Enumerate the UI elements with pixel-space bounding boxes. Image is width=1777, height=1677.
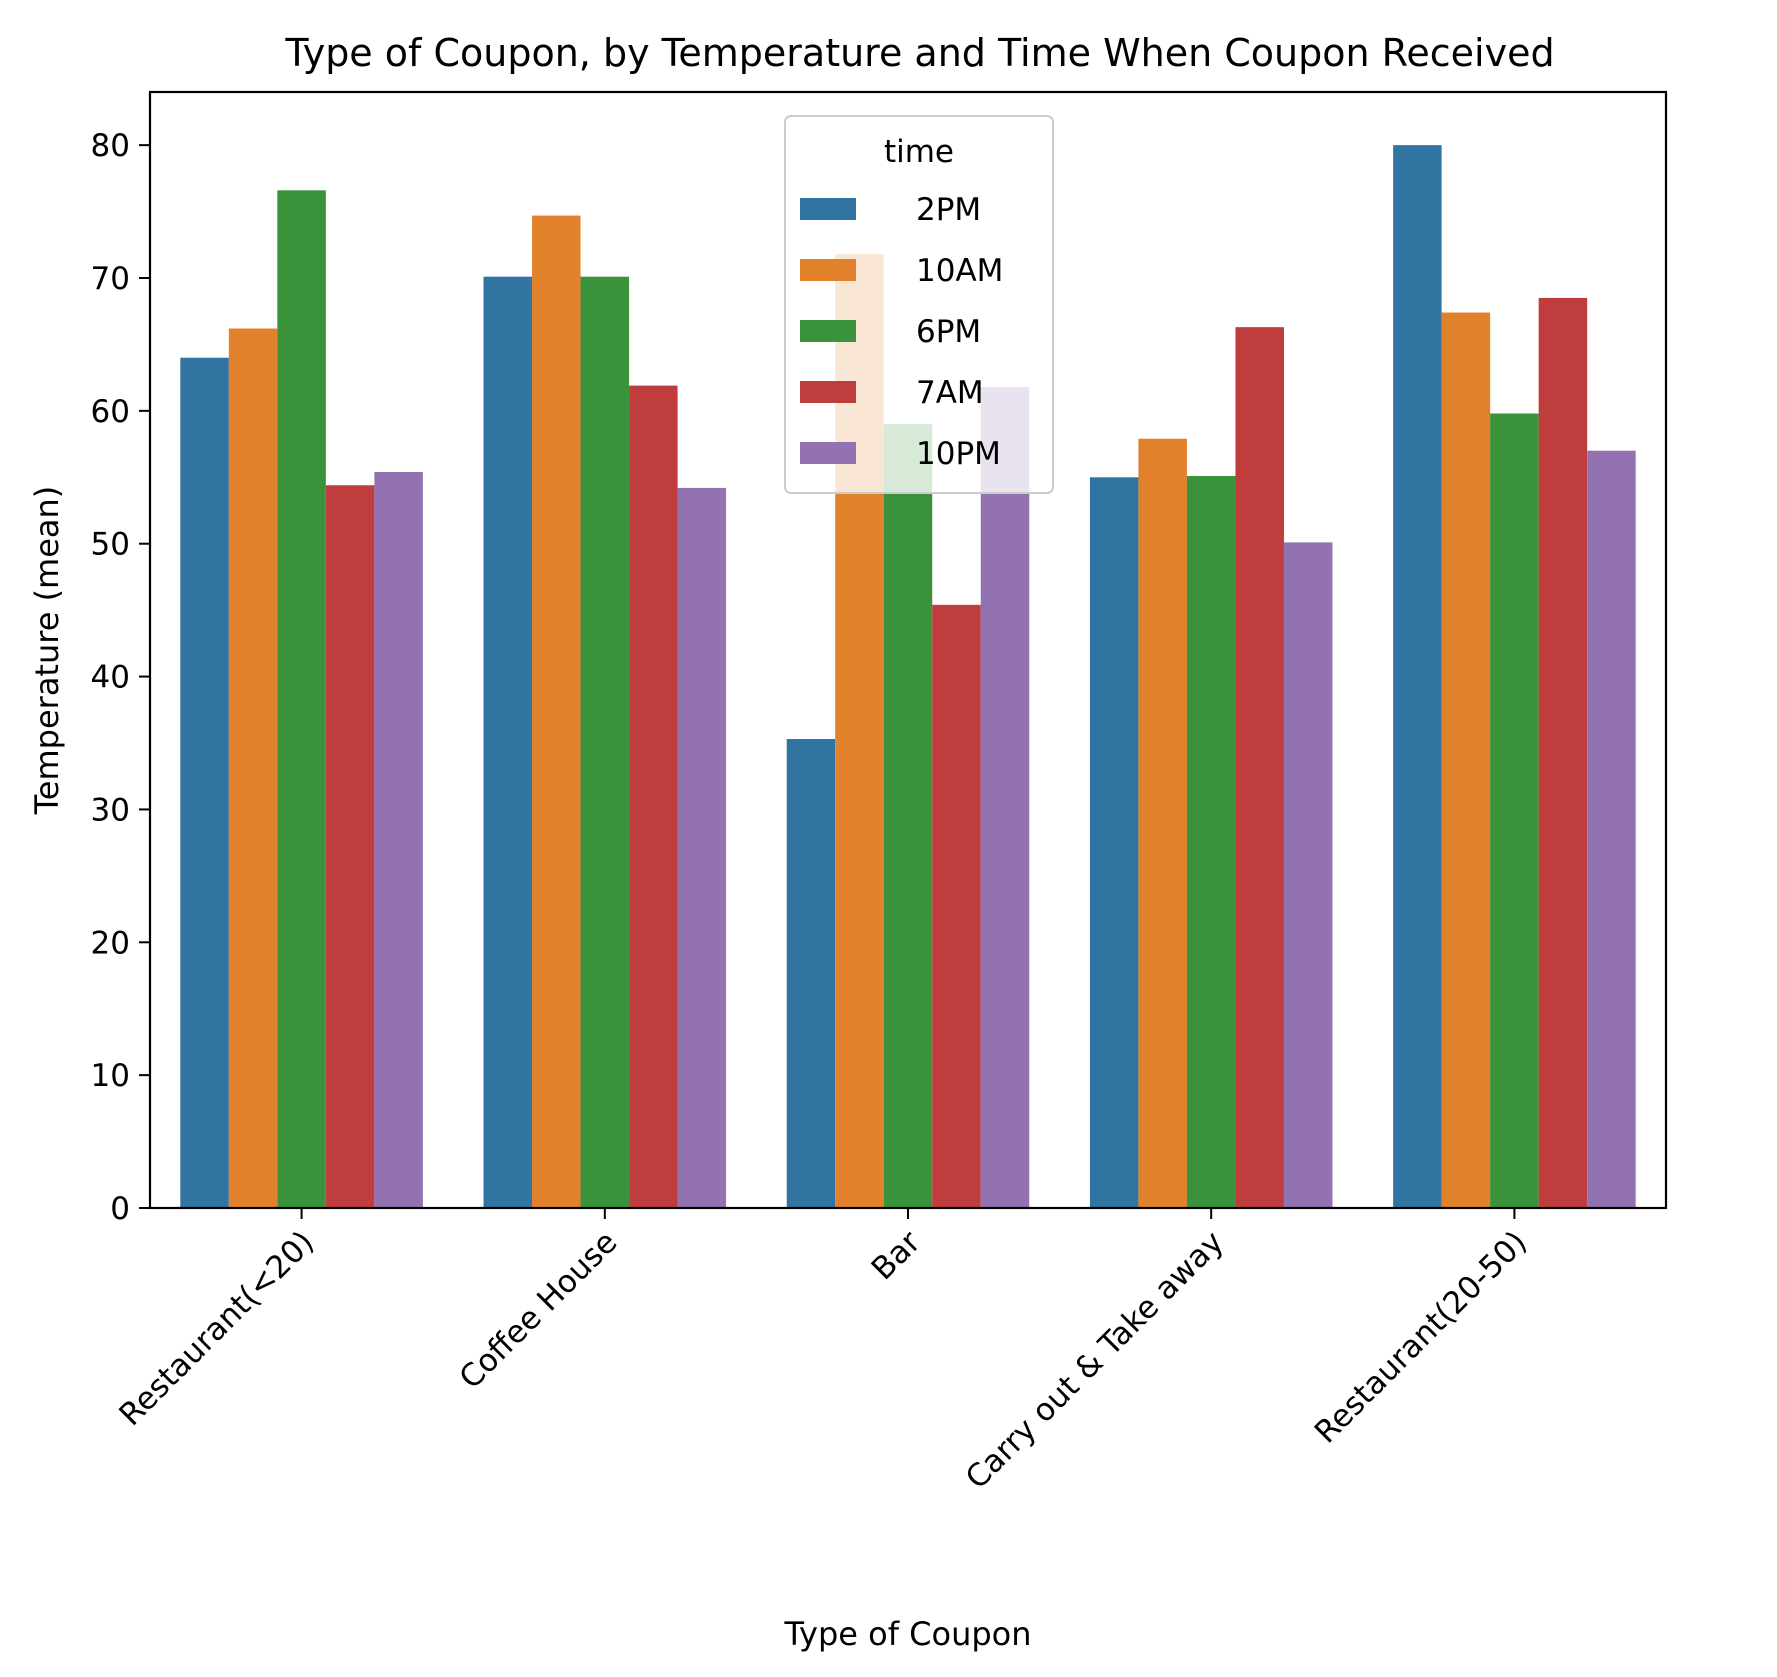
bar-carry-out-take-away-10pm	[1283, 542, 1333, 1208]
bar-bar-6pm	[883, 424, 933, 1208]
bar-bar-7am	[932, 604, 981, 1208]
y-axis-label: Temperature (mean)	[28, 486, 66, 816]
y-tick-label-30: 30	[91, 792, 130, 828]
legend-label-2pm: 2PM	[916, 192, 981, 228]
y-tick-label-40: 40	[91, 660, 130, 696]
bar-restaurant-20-10am	[228, 328, 278, 1208]
bar-carry-out-take-away-6pm	[1186, 475, 1236, 1209]
y-tick-label-80: 80	[91, 128, 130, 164]
legend-label-10pm: 10PM	[916, 436, 1001, 472]
y-tick-label-10: 10	[91, 1058, 130, 1094]
y-tick-label-50: 50	[91, 527, 130, 563]
bar-carry-out-take-away-7am	[1235, 327, 1284, 1208]
y-tick-label-20: 20	[91, 925, 130, 961]
x-axis: Restaurant(<20) Coffee House Bar Carry out …	[112, 1208, 1534, 1496]
y-tick-label-70: 70	[91, 261, 130, 297]
bar-restaurant-20-50-2pm	[1393, 145, 1442, 1208]
legend-swatch-10pm	[800, 442, 856, 464]
bar-bar-10pm	[980, 386, 1030, 1208]
chart-title: Type of Coupon, by Temperature and Time …	[284, 31, 1554, 75]
plot-frame	[148, 90, 1668, 1210]
bar-restaurant-20-10pm	[374, 471, 423, 1209]
bar-restaurant-20-50-7am	[1538, 297, 1588, 1208]
bar-restaurant-20-7am	[325, 485, 375, 1208]
legend: time 2PM 10AM 6PM 7AM 10PM	[784, 115, 1054, 494]
bar-carry-out-take-away-10am	[1138, 438, 1187, 1208]
legend-swatch-10am	[800, 259, 856, 281]
bar-carry-out-take-away-2pm	[1089, 477, 1139, 1208]
x-tick-label-bar: Bar	[865, 1224, 928, 1287]
bar-restaurant-20-6pm	[277, 190, 326, 1208]
legend-label-7am: 7AM	[916, 375, 984, 411]
y-tick-label-0: 0	[110, 1191, 130, 1227]
y-axis: 0 10 20 30 40 50 60 70 80	[91, 128, 150, 1227]
x-tick-label-restaurant-20: Restaurant(<20)	[112, 1224, 321, 1433]
x-tick-label-restaurant-20-50: Restaurant(20-50)	[1308, 1224, 1534, 1450]
bar-bar-2pm	[786, 739, 836, 1208]
bar-coffee-house-10am	[532, 215, 581, 1208]
legend-label-6pm: 6PM	[916, 314, 981, 350]
bar-restaurant-20-50-6pm	[1490, 413, 1539, 1208]
x-tick-label-coffee-house: Coffee House	[453, 1224, 625, 1396]
legend-swatch-6pm	[800, 320, 856, 342]
bar-coffee-house-6pm	[580, 276, 630, 1208]
x-tick-label-carry-out-take-away: Carry out & Take away	[959, 1224, 1231, 1496]
bar-coffee-house-2pm	[483, 276, 533, 1208]
legend-swatch-2pm	[800, 198, 856, 220]
legend-label-10am: 10AM	[916, 253, 1003, 289]
bar-coffee-house-7am	[629, 385, 678, 1208]
legend-swatch-7am	[800, 381, 856, 403]
bar-restaurant-20-50-10am	[1441, 312, 1491, 1208]
legend-title: time	[884, 134, 954, 170]
bar-restaurant-20-2pm	[180, 357, 229, 1209]
x-axis-label: Type of Coupon	[783, 1615, 1031, 1653]
bar-restaurant-20-50-10pm	[1587, 450, 1636, 1209]
bar-coffee-house-10pm	[677, 487, 727, 1208]
bars-layer	[180, 145, 1636, 1209]
y-tick-label-60: 60	[91, 394, 130, 430]
